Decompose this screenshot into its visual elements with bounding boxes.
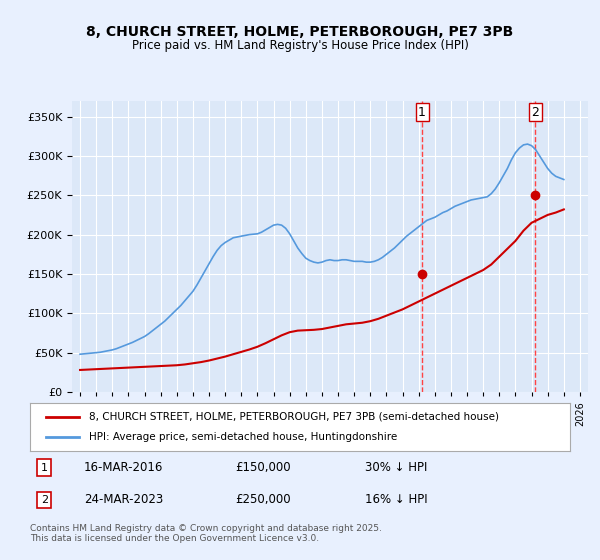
Text: £250,000: £250,000	[235, 493, 291, 506]
Text: Price paid vs. HM Land Registry's House Price Index (HPI): Price paid vs. HM Land Registry's House …	[131, 39, 469, 52]
Text: 1: 1	[41, 463, 48, 473]
Text: 2: 2	[532, 106, 539, 119]
Text: Contains HM Land Registry data © Crown copyright and database right 2025.
This d: Contains HM Land Registry data © Crown c…	[30, 524, 382, 543]
Text: 1: 1	[418, 106, 426, 119]
Text: 16% ↓ HPI: 16% ↓ HPI	[365, 493, 427, 506]
Text: 8, CHURCH STREET, HOLME, PETERBOROUGH, PE7 3PB (semi-detached house): 8, CHURCH STREET, HOLME, PETERBOROUGH, P…	[89, 412, 499, 422]
Text: 16-MAR-2016: 16-MAR-2016	[84, 461, 163, 474]
Text: 30% ↓ HPI: 30% ↓ HPI	[365, 461, 427, 474]
Text: 24-MAR-2023: 24-MAR-2023	[84, 493, 163, 506]
Text: £150,000: £150,000	[235, 461, 291, 474]
Text: 2: 2	[41, 495, 48, 505]
Text: 8, CHURCH STREET, HOLME, PETERBOROUGH, PE7 3PB: 8, CHURCH STREET, HOLME, PETERBOROUGH, P…	[86, 25, 514, 39]
Text: HPI: Average price, semi-detached house, Huntingdonshire: HPI: Average price, semi-detached house,…	[89, 432, 398, 442]
